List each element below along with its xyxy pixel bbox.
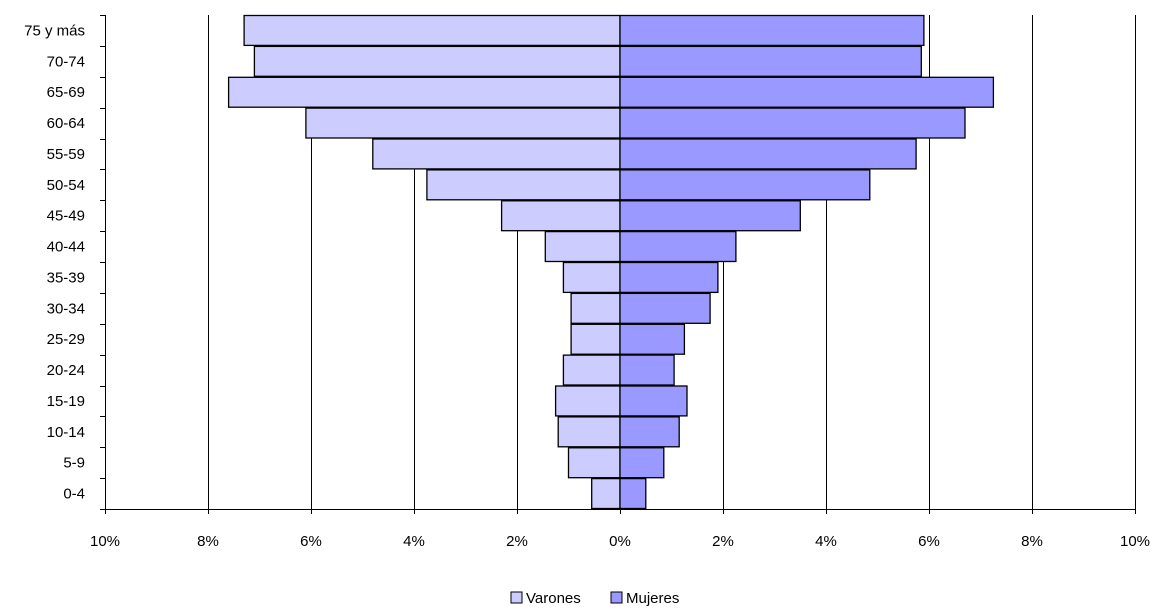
bar-varones-7: [562, 261, 621, 294]
bar-mujeres-5: [619, 323, 686, 355]
bar-varones-1: [567, 447, 621, 479]
category-label: 10-14: [47, 424, 85, 441]
bar-mujeres-2: [619, 416, 680, 448]
x-tick-label: 6%: [918, 533, 940, 550]
category-label: 35-39: [47, 269, 85, 286]
legend-swatch-varones: [510, 591, 523, 604]
category-label: 20-24: [47, 362, 85, 379]
category-label: 55-59: [47, 146, 85, 163]
bar-varones-12: [305, 107, 621, 139]
legend: Varones Mujeres: [510, 590, 679, 607]
bar-varones-14: [253, 45, 621, 77]
bar-varones-3: [554, 385, 621, 417]
bar-mujeres-3: [619, 385, 688, 417]
x-tick-label: 2%: [712, 533, 734, 550]
x-tick-label: 4%: [403, 533, 425, 550]
x-tick-label: 4%: [815, 533, 837, 550]
bar-varones-11: [372, 138, 621, 170]
bar-varones-9: [500, 200, 621, 232]
category-label: 30-34: [47, 300, 85, 317]
category-label: 40-44: [47, 239, 85, 256]
x-tick-label: 10%: [90, 533, 120, 550]
bar-mujeres-6: [619, 292, 711, 324]
bar-mujeres-14: [619, 45, 922, 77]
legend-swatch-mujeres: [610, 591, 623, 604]
legend-label-mujeres: Mujeres: [626, 590, 679, 607]
bar-mujeres-15: [619, 14, 925, 47]
category-label: 65-69: [47, 84, 85, 101]
category-label: 5-9: [63, 455, 85, 472]
category-label: 70-74: [47, 53, 85, 70]
category-label: 75 y más: [24, 22, 85, 39]
bar-varones-0: [591, 477, 621, 510]
bar-mujeres-9: [619, 200, 801, 232]
bar-mujeres-7: [619, 261, 719, 294]
bar-mujeres-0: [619, 477, 647, 510]
bar-mujeres-13: [619, 76, 995, 108]
x-tick-label: 6%: [300, 533, 322, 550]
x-tick-label: 0%: [609, 533, 631, 550]
bar-varones-6: [570, 292, 621, 324]
axes: [100, 15, 1136, 514]
bar-varones-15: [243, 14, 621, 47]
x-tick-label: 10%: [1120, 533, 1150, 550]
category-label: 50-54: [47, 177, 85, 194]
category-label: 45-49: [47, 208, 85, 225]
category-labels: 0-4 5-9 10-14 15-19 20-24 25-29 30-34 35-39 40-4…: [24, 22, 85, 502]
bar-varones-10: [426, 169, 621, 201]
x-tick-label: 2%: [506, 533, 528, 550]
bar-varones-5: [570, 323, 621, 355]
bar-varones-2: [557, 416, 621, 448]
bar-mujeres-1: [619, 447, 665, 479]
bar-mujeres-4: [619, 354, 675, 386]
bar-varones-8: [544, 230, 621, 263]
category-label: 25-29: [47, 331, 85, 348]
x-tick-labels: 10% 8% 6% 4% 2% 0% 2% 4% 6% 8% 10%: [90, 533, 1150, 550]
category-label: 60-64: [47, 115, 85, 132]
x-tick-label: 8%: [197, 533, 219, 550]
bar-varones-4: [562, 354, 621, 386]
category-label: 0-4: [63, 486, 85, 503]
bar-mujeres-8: [619, 230, 737, 263]
category-label: 15-19: [47, 393, 85, 410]
bar-mujeres-10: [619, 169, 871, 201]
legend-label-varones: Varones: [526, 590, 581, 607]
bar-mujeres-12: [619, 107, 966, 139]
bar-mujeres-11: [619, 138, 917, 170]
bar-varones-13: [227, 76, 621, 108]
x-tick-label: 8%: [1021, 533, 1043, 550]
bars: [227, 14, 995, 510]
